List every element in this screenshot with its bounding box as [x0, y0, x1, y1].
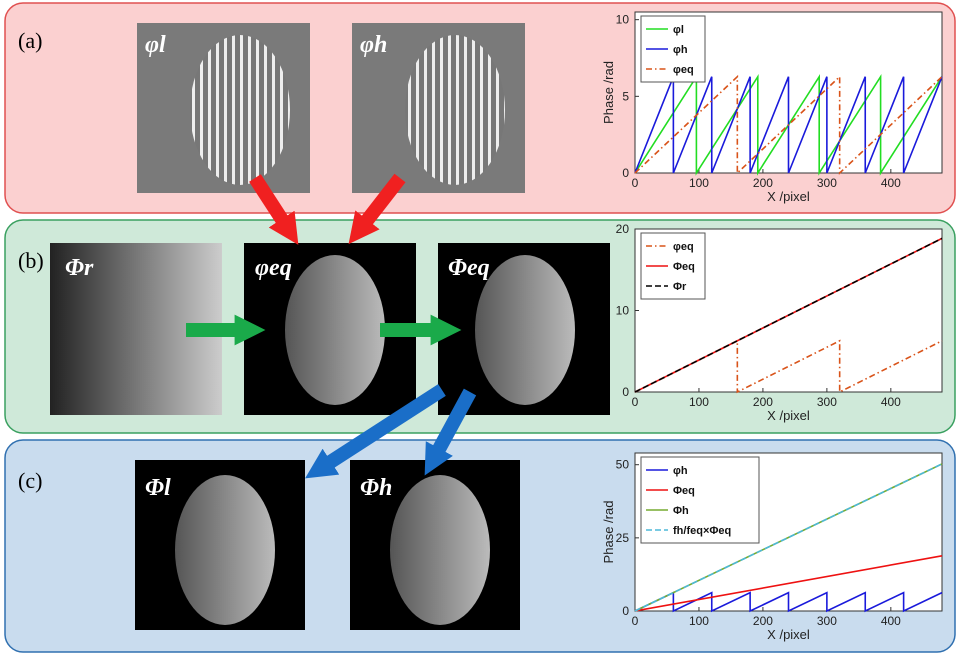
image-label: φl	[145, 32, 166, 58]
x-tick-label: 100	[689, 395, 709, 409]
x-tick-label: 0	[632, 176, 639, 190]
y-tick-label: 50	[616, 458, 630, 472]
y-tick-label: 0	[622, 604, 629, 618]
image-label: Φeq	[448, 255, 490, 281]
figure: (a) (b) (c) φl φh Φr φeq Φeq Φl Φh 01002…	[0, 0, 961, 657]
legend-label: φeq	[673, 64, 694, 76]
panel-label: (c)	[18, 468, 42, 493]
y-tick-label: 10	[616, 13, 630, 27]
y-tick-label: 10	[616, 304, 630, 318]
x-tick-label: 300	[817, 176, 837, 190]
image-label: Φh	[360, 475, 392, 501]
y-axis-label: Phase /rad	[601, 501, 616, 564]
panel-label: (b)	[18, 248, 44, 273]
x-axis-label: X /pixel	[767, 408, 810, 423]
y-tick-label: 20	[616, 222, 630, 236]
legend-label: fh/feq×Φeq	[673, 525, 731, 537]
image-content	[175, 475, 275, 625]
image-content	[475, 255, 575, 405]
x-tick-label: 200	[753, 614, 773, 628]
y-axis-label: Phase /rad	[601, 61, 616, 124]
x-tick-label: 400	[881, 614, 901, 628]
legend-label: φeq	[673, 241, 694, 253]
legend-label: Φeq	[673, 261, 695, 273]
y-tick-label: 25	[616, 531, 630, 545]
image-label: φeq	[255, 255, 292, 281]
y-tick-label: 5	[622, 89, 629, 103]
image-label: Φr	[65, 255, 94, 281]
x-tick-label: 0	[632, 395, 639, 409]
legend-label: φh	[673, 465, 688, 477]
x-tick-label: 400	[881, 176, 901, 190]
legend-label: Φr	[673, 281, 687, 293]
y-tick-label: 0	[622, 385, 629, 399]
legend-label: Φeq	[673, 485, 695, 497]
image-content	[190, 35, 290, 185]
image-label: φh	[360, 32, 387, 58]
image-label: Φl	[145, 475, 171, 501]
x-tick-label: 100	[689, 614, 709, 628]
panel-label: (a)	[18, 28, 42, 53]
legend-label: φh	[673, 44, 688, 56]
image-content	[405, 35, 505, 185]
image-content	[285, 255, 385, 405]
image-content	[390, 475, 490, 625]
x-tick-label: 300	[817, 614, 837, 628]
x-tick-label: 400	[881, 395, 901, 409]
legend-label: Φh	[673, 505, 689, 517]
x-tick-label: 200	[753, 395, 773, 409]
legend-label: φl	[673, 24, 684, 36]
y-tick-label: 0	[622, 166, 629, 180]
x-axis-label: X /pixel	[767, 189, 810, 204]
x-tick-label: 300	[817, 395, 837, 409]
x-tick-label: 100	[689, 176, 709, 190]
x-tick-label: 200	[753, 176, 773, 190]
x-tick-label: 0	[632, 614, 639, 628]
x-axis-label: X /pixel	[767, 627, 810, 642]
